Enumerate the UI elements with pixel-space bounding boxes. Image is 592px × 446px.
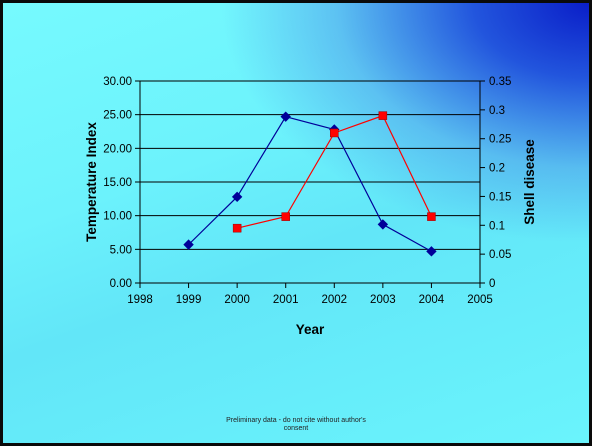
y-right-tick-label: 0.2 — [489, 163, 505, 175]
y-left-tick-label: 30.00 — [103, 76, 132, 88]
y-right-tick-label: 0.05 — [489, 249, 511, 261]
x-tick-label: 2003 — [370, 294, 396, 306]
y-left-tick-label: 15.00 — [103, 177, 132, 189]
series-2-point — [281, 212, 290, 221]
series-1-point — [231, 191, 243, 203]
y-left-tick-label: 25.00 — [103, 110, 132, 122]
x-tick-label: 2001 — [273, 294, 299, 306]
y-left-tick-label: 20.00 — [103, 143, 132, 155]
y-right-tick-label: 0.3 — [489, 105, 505, 117]
series-1-point — [377, 219, 389, 230]
y-right-tick-label: 0.1 — [489, 220, 505, 232]
series-2-point — [427, 212, 436, 221]
y-right-tick-label: 0.15 — [489, 191, 511, 203]
series-2-point — [378, 111, 388, 120]
y-left-tick-label: 5.00 — [110, 244, 132, 256]
footnote: Preliminary data - do not cite without a… — [0, 417, 592, 433]
y-right-tick-label: 0 — [489, 278, 495, 290]
y-right-tick-label: 0.25 — [489, 134, 511, 146]
series-2-point — [330, 128, 339, 138]
series-1-point — [183, 239, 194, 250]
y-left-tick-label: 0.00 — [110, 278, 132, 290]
footnote-line-1: Preliminary data - do not cite without a… — [226, 417, 366, 424]
footnote-line-2: consent — [283, 425, 309, 432]
y-axis-right-title: Shell disease — [522, 139, 537, 225]
x-tick-label: 2002 — [321, 294, 347, 306]
series-1-point — [426, 246, 437, 257]
y-axis-left-title: Temperature Index — [84, 122, 99, 242]
x-tick-label: 2004 — [419, 294, 445, 306]
series-1-line — [188, 115, 432, 252]
axes: 0.00 5.00 10.00 15.00 20.00 25.00 30.00 0 0.05 0.… — [103, 76, 511, 306]
series-group — [183, 111, 437, 257]
x-tick-label: 2005 — [467, 294, 493, 306]
y-left-tick-label: 10.00 — [103, 211, 132, 223]
series-2-point — [232, 223, 242, 233]
y-right-tick-label: 0.35 — [489, 76, 511, 88]
series-1-point — [280, 111, 291, 122]
x-tick-label: 1998 — [127, 294, 153, 306]
x-axis-title: Year — [296, 322, 325, 337]
x-tick-label: 2000 — [224, 294, 250, 306]
x-tick-label: 1999 — [176, 294, 202, 306]
